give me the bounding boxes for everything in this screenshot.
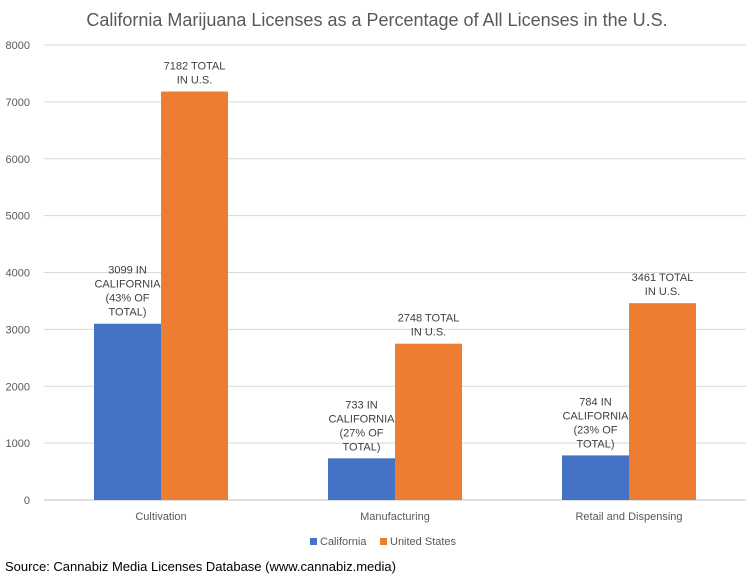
bars	[94, 91, 696, 501]
x-tick-label: Retail and Dispensing	[575, 511, 682, 523]
y-tick-label: 0	[24, 495, 30, 507]
data-label-line: (27% OF	[339, 427, 383, 439]
data-label: 3099 IN CALIFORNIA (43% OF TOTAL)	[94, 265, 161, 319]
chart-title: California Marijuana Licenses as a Perce…	[86, 10, 667, 30]
data-label-line: 2748 TOTAL	[398, 313, 460, 325]
data-label-line: 733 IN	[345, 399, 377, 411]
y-tick-label: 7000	[6, 97, 30, 109]
data-label-line: IN U.S.	[645, 286, 680, 298]
data-label-line: CALIFORNIA	[328, 413, 395, 425]
bar-united-states	[629, 303, 696, 500]
x-tick-label: Cultivation	[135, 511, 186, 523]
data-label-line: IN U.S.	[177, 75, 212, 87]
data-label: 733 IN CALIFORNIA (27% OF TOTAL)	[328, 399, 395, 453]
x-tick-label: Manufacturing	[360, 511, 430, 523]
data-label-line: 784 IN	[579, 396, 611, 408]
bar-california	[94, 323, 161, 500]
legend-label-california: California	[320, 536, 367, 548]
data-label-line: TOTAL)	[342, 441, 380, 453]
data-label-line: CALIFORNIA	[94, 279, 161, 291]
source-note: Source: Cannabiz Media Licenses Database…	[5, 559, 396, 574]
data-label-line: 3099 IN	[108, 265, 147, 277]
bar-california	[328, 458, 395, 500]
legend-swatch-united-states	[380, 538, 387, 545]
bar-united-states	[161, 91, 228, 501]
y-axis: 0 1000 2000 3000 4000 5000 6000 7000 8000	[6, 40, 30, 507]
bar-united-states	[395, 343, 462, 500]
data-label-line: TOTAL)	[108, 307, 146, 319]
data-label-line: IN U.S.	[411, 327, 446, 339]
data-label-line: (43% OF	[105, 293, 149, 305]
data-label-line: 3461 TOTAL	[632, 272, 694, 284]
y-tick-label: 4000	[6, 268, 30, 280]
y-tick-label: 6000	[6, 154, 30, 166]
legend-label-united-states: United States	[390, 536, 457, 548]
y-tick-label: 2000	[6, 381, 30, 393]
y-tick-label: 5000	[6, 211, 30, 223]
data-label: 784 IN CALIFORNIA (23% OF TOTAL)	[562, 396, 629, 450]
y-tick-label: 1000	[6, 438, 30, 450]
data-label-line: CALIFORNIA	[562, 410, 629, 422]
data-label: 2748 TOTAL IN U.S.	[398, 313, 460, 339]
data-label-line: (23% OF	[573, 424, 617, 436]
legend-swatch-california	[310, 538, 317, 545]
bar-california	[562, 455, 629, 500]
data-labels: 3099 IN CALIFORNIA (43% OF TOTAL) 7182 TOTAL…	[94, 61, 693, 454]
data-label-line: 7182 TOTAL	[164, 61, 226, 73]
data-label: 7182 TOTAL IN U.S.	[164, 61, 226, 87]
y-tick-label: 8000	[6, 40, 30, 52]
x-axis: Cultivation Manufacturing Retail and Dispe…	[135, 511, 682, 523]
data-label-line: TOTAL)	[576, 438, 614, 450]
data-label: 3461 TOTAL IN U.S.	[632, 272, 694, 298]
y-tick-label: 3000	[6, 324, 30, 336]
legend: California United States	[310, 536, 457, 548]
